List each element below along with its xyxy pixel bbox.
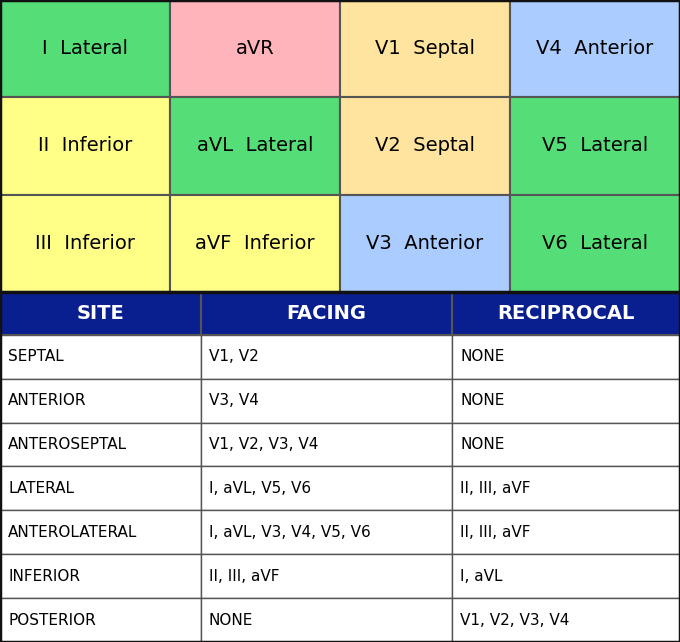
Text: II  Inferior: II Inferior [38, 136, 132, 155]
Text: V1, V2, V3, V4: V1, V2, V3, V4 [460, 612, 570, 628]
Bar [201, 379, 452, 422]
Bar [452, 598, 680, 642]
Bar [452, 467, 680, 510]
Text: ANTERIOR: ANTERIOR [8, 393, 86, 408]
Bar [201, 510, 452, 554]
Bar [0, 98, 170, 195]
Bar [0, 510, 201, 554]
Bar [510, 0, 680, 98]
Bar [0, 292, 201, 334]
Bar [452, 379, 680, 422]
Bar [201, 422, 452, 467]
Text: ANTEROLATERAL: ANTEROLATERAL [8, 525, 137, 540]
Text: I, aVL, V3, V4, V5, V6: I, aVL, V3, V4, V5, V6 [209, 525, 371, 540]
Bar [452, 422, 680, 467]
Text: NONE: NONE [460, 393, 505, 408]
Text: NONE: NONE [460, 349, 505, 364]
Text: NONE: NONE [460, 437, 505, 452]
Text: aVF  Inferior: aVF Inferior [195, 234, 315, 253]
Bar [0, 422, 201, 467]
Bar [0, 195, 170, 292]
Text: V1, V2: V1, V2 [209, 349, 258, 364]
Bar [452, 292, 680, 334]
Text: I, aVL, V5, V6: I, aVL, V5, V6 [209, 481, 311, 496]
Text: V1  Septal: V1 Septal [375, 39, 475, 58]
Bar [201, 334, 452, 379]
Text: INFERIOR: INFERIOR [8, 569, 80, 584]
Bar [0, 379, 201, 422]
Text: V3  Anterior: V3 Anterior [367, 234, 483, 253]
Text: V1, V2, V3, V4: V1, V2, V3, V4 [209, 437, 318, 452]
Bar [340, 98, 510, 195]
Bar [170, 98, 340, 195]
Text: RECIPROCAL: RECIPROCAL [497, 304, 635, 323]
Text: POSTERIOR: POSTERIOR [8, 612, 96, 628]
Bar [201, 292, 452, 334]
Bar [201, 467, 452, 510]
Bar [452, 554, 680, 598]
Text: aVR: aVR [236, 39, 274, 58]
Text: III  Inferior: III Inferior [35, 234, 135, 253]
Bar [170, 0, 340, 98]
Text: I  Lateral: I Lateral [42, 39, 128, 58]
Text: V3, V4: V3, V4 [209, 393, 258, 408]
Text: II, III, aVF: II, III, aVF [209, 569, 279, 584]
Text: V2  Septal: V2 Septal [375, 136, 475, 155]
Text: SITE: SITE [76, 304, 124, 323]
Bar [201, 598, 452, 642]
Bar [340, 0, 510, 98]
Text: V4  Anterior: V4 Anterior [537, 39, 653, 58]
Bar [0, 334, 201, 379]
Text: SEPTAL: SEPTAL [8, 349, 64, 364]
Text: II, III, aVF: II, III, aVF [460, 525, 531, 540]
Text: FACING: FACING [286, 304, 367, 323]
Bar [0, 598, 201, 642]
Text: V6  Lateral: V6 Lateral [542, 234, 648, 253]
Bar [170, 195, 340, 292]
Bar [340, 195, 510, 292]
Text: II, III, aVF: II, III, aVF [460, 481, 531, 496]
Text: V5  Lateral: V5 Lateral [542, 136, 648, 155]
Bar [452, 510, 680, 554]
Bar [510, 98, 680, 195]
Text: ANTEROSEPTAL: ANTEROSEPTAL [8, 437, 127, 452]
Text: I, aVL: I, aVL [460, 569, 503, 584]
Bar [0, 554, 201, 598]
Bar [0, 0, 170, 98]
Text: LATERAL: LATERAL [8, 481, 74, 496]
Text: NONE: NONE [209, 612, 253, 628]
Bar [510, 195, 680, 292]
Bar [201, 554, 452, 598]
Text: aVL  Lateral: aVL Lateral [197, 136, 313, 155]
Bar [0, 467, 201, 510]
Bar [452, 334, 680, 379]
